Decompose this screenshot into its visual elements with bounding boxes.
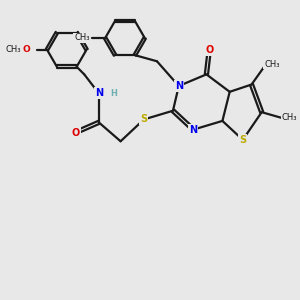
- Text: H: H: [110, 89, 117, 98]
- Text: O: O: [205, 45, 213, 55]
- Text: CH₃: CH₃: [74, 34, 90, 43]
- Text: N: N: [189, 124, 197, 135]
- Text: CH₃: CH₃: [264, 60, 280, 69]
- Text: CH₃: CH₃: [282, 113, 297, 122]
- Text: S: S: [239, 135, 246, 145]
- Text: N: N: [95, 88, 103, 98]
- Text: N: N: [175, 81, 183, 91]
- Text: S: S: [140, 115, 147, 124]
- Text: O: O: [71, 128, 80, 137]
- Text: O: O: [23, 45, 31, 54]
- Text: CH₃: CH₃: [6, 45, 21, 54]
